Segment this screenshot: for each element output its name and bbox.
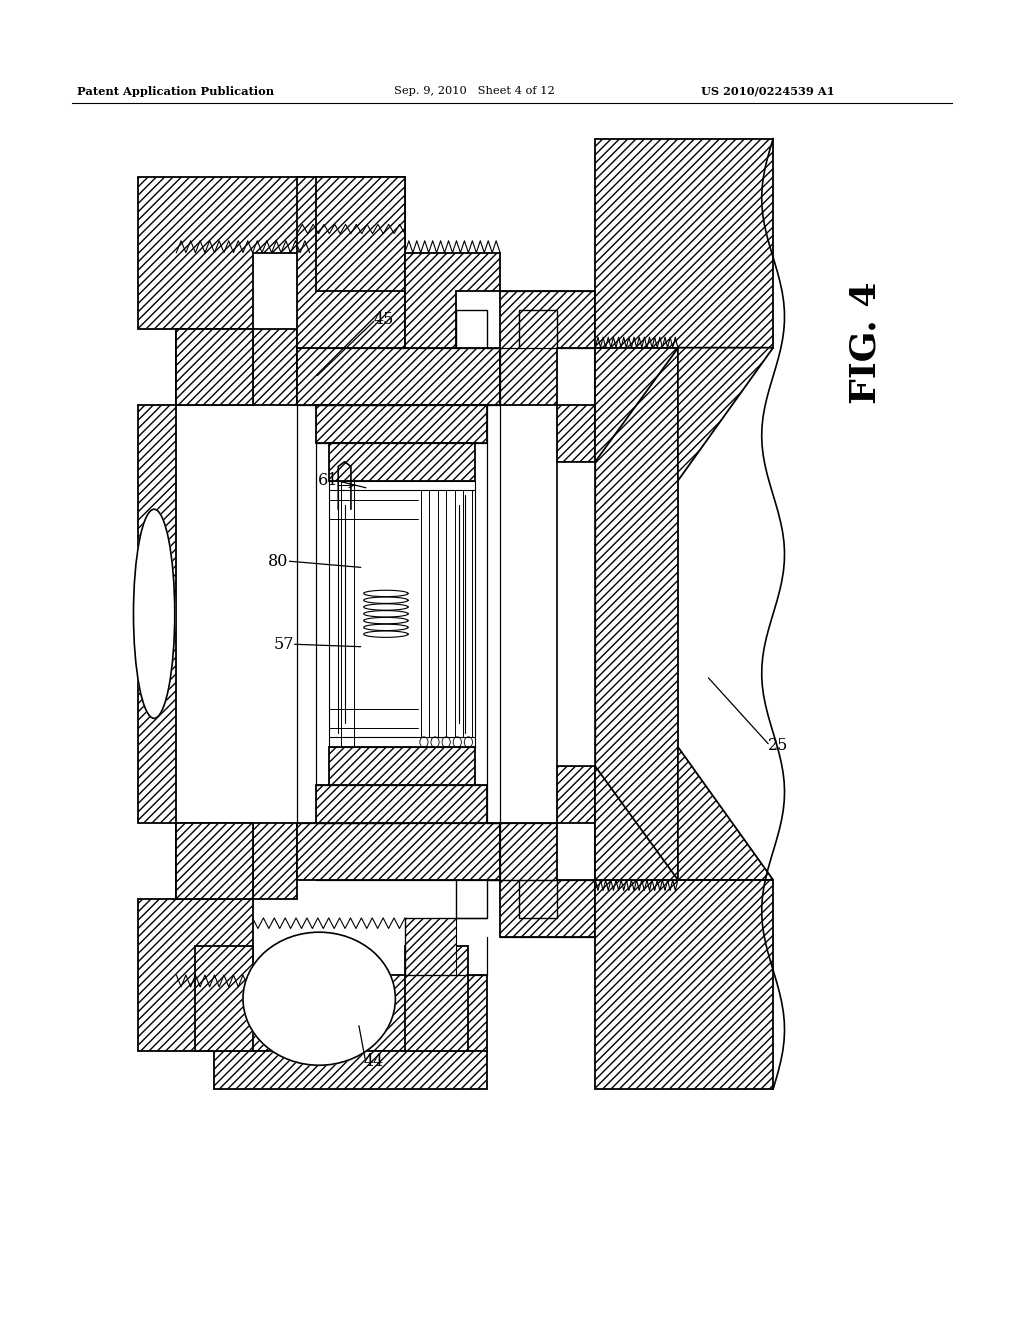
Polygon shape [557,766,595,822]
Polygon shape [176,822,253,899]
Polygon shape [404,946,468,1051]
Polygon shape [595,766,678,880]
Text: 25: 25 [768,738,788,754]
Polygon shape [678,347,773,480]
Polygon shape [253,329,297,405]
Text: 57: 57 [273,636,294,652]
Polygon shape [500,290,595,405]
Polygon shape [297,347,500,405]
Polygon shape [316,405,487,442]
Polygon shape [500,822,595,937]
Text: 80: 80 [268,553,289,569]
Polygon shape [595,139,773,347]
Polygon shape [404,252,500,347]
Text: 61: 61 [317,473,338,488]
Polygon shape [678,747,773,880]
Polygon shape [557,462,595,766]
Text: 45: 45 [374,312,394,327]
Polygon shape [297,822,500,880]
Polygon shape [595,347,678,880]
Polygon shape [214,1051,487,1089]
Polygon shape [176,329,253,405]
Ellipse shape [133,510,175,718]
Text: 44: 44 [364,1053,384,1069]
Polygon shape [316,785,487,822]
Polygon shape [297,177,404,347]
Polygon shape [196,946,253,1051]
Polygon shape [595,880,773,1089]
Polygon shape [557,405,595,462]
Polygon shape [253,822,297,899]
Polygon shape [329,747,475,785]
Ellipse shape [243,932,395,1065]
Polygon shape [214,975,487,1051]
Polygon shape [329,442,475,480]
Polygon shape [138,899,309,1051]
Text: US 2010/0224539 A1: US 2010/0224539 A1 [701,86,835,96]
Text: Sep. 9, 2010   Sheet 4 of 12: Sep. 9, 2010 Sheet 4 of 12 [394,86,555,96]
Text: FIG. 4: FIG. 4 [848,282,883,404]
Polygon shape [176,822,253,899]
Polygon shape [138,177,309,329]
Polygon shape [138,405,176,822]
Polygon shape [316,177,404,290]
Polygon shape [404,917,456,975]
Text: Patent Application Publication: Patent Application Publication [77,86,274,96]
Polygon shape [176,329,253,405]
Polygon shape [595,347,678,462]
